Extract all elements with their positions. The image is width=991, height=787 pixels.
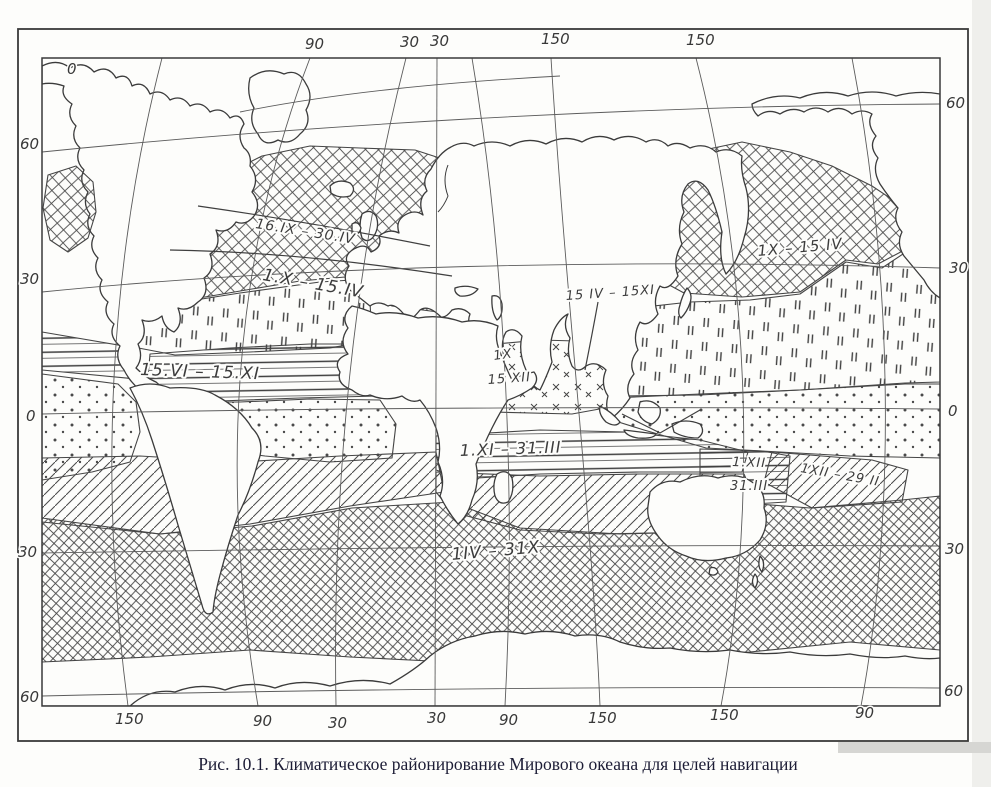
lat-label-right-4: 60 xyxy=(944,682,963,700)
coast-madagascar xyxy=(493,471,514,504)
separator-16ix-top xyxy=(197,205,431,247)
lat-label-right-0: 60 xyxy=(946,94,965,112)
scan-artifact-strip xyxy=(838,742,991,753)
lat-label-right-1: 30 xyxy=(949,259,968,277)
zone-label-nw-australia-2: 31.III xyxy=(730,479,768,494)
lon-label-bottom-4: 90 xyxy=(499,711,518,729)
lon-label-top-3: 150 xyxy=(541,30,570,48)
coast-tasmania xyxy=(708,566,719,576)
zone-label-atlantic-summer: 15.VI – 15.XI xyxy=(140,360,260,384)
lat-label-left-2: 0 xyxy=(26,407,36,425)
figure-caption: Рис. 10.1. Климатическое районирование М… xyxy=(198,754,798,774)
lon-label-bottom-6: 150 xyxy=(710,706,739,724)
coast-japan xyxy=(678,287,692,319)
lat-label-left-0: 60 xyxy=(20,135,39,153)
coast-borneo xyxy=(637,400,661,425)
pointer-arabian-callout xyxy=(584,301,599,371)
lat-label-right-2: 0 xyxy=(948,402,958,420)
lon-label-bottom-5: 150 xyxy=(588,709,617,727)
lon-label-bottom-1: 90 xyxy=(253,712,272,730)
lon-label-bottom-0: 150 xyxy=(115,710,144,728)
zone-label-nw-australia-1: 1.XII xyxy=(732,455,766,471)
lon-label-bottom-7: 90 xyxy=(855,704,874,722)
coast-greenland xyxy=(248,70,311,144)
lon-label-bottom-2: 30 xyxy=(328,714,347,732)
lon-label-top-0: 90 xyxy=(305,35,324,53)
coast-black-sea xyxy=(454,285,479,297)
zone-hatched-bay xyxy=(42,165,97,253)
lon-label-bottom-3: 30 xyxy=(427,709,446,727)
lon-label-top-2: 30 xyxy=(430,32,449,50)
inner-map-frame xyxy=(41,57,941,707)
zone-label-south-indian: 1.XI – 31.III xyxy=(459,437,561,460)
coast-right-edge-land xyxy=(751,91,940,299)
coast-new-zealand-north xyxy=(758,555,765,573)
separator-16ix-bottom xyxy=(169,249,453,277)
lat-label-left-1: 30 xyxy=(20,270,39,288)
coast-java xyxy=(623,429,657,439)
landmasses xyxy=(42,61,940,706)
lat-label-right-3: 30 xyxy=(945,540,964,558)
outer-frame xyxy=(17,28,969,742)
zone-separators xyxy=(169,205,701,434)
arrow-indonesia xyxy=(621,409,701,434)
stray-zero-label: 0 xyxy=(67,60,77,78)
coast-new-guinea xyxy=(671,420,704,439)
coast-africa xyxy=(336,305,538,525)
coast-sumatra xyxy=(598,405,621,426)
coast-baltic-inlet xyxy=(437,164,449,213)
coast-new-zealand-south xyxy=(751,573,759,589)
lat-label-left-4: 60 xyxy=(20,688,39,706)
map-content xyxy=(42,58,940,706)
zone-label-arabian-line1: 1X xyxy=(492,346,513,364)
zone-label-arabian-line2: 15 XII xyxy=(487,370,531,388)
lon-label-top-4: 150 xyxy=(686,31,715,49)
coast-iceland xyxy=(329,180,355,198)
scan-edge-shadow xyxy=(972,0,991,787)
coast-south-america xyxy=(129,383,262,615)
graticule-labels: 90 30 30 150 150 150 90 30 30 90 150 150… xyxy=(17,29,970,734)
lon-label-top-1: 30 xyxy=(400,33,419,51)
lat-label-left-3: 30 xyxy=(18,543,37,561)
